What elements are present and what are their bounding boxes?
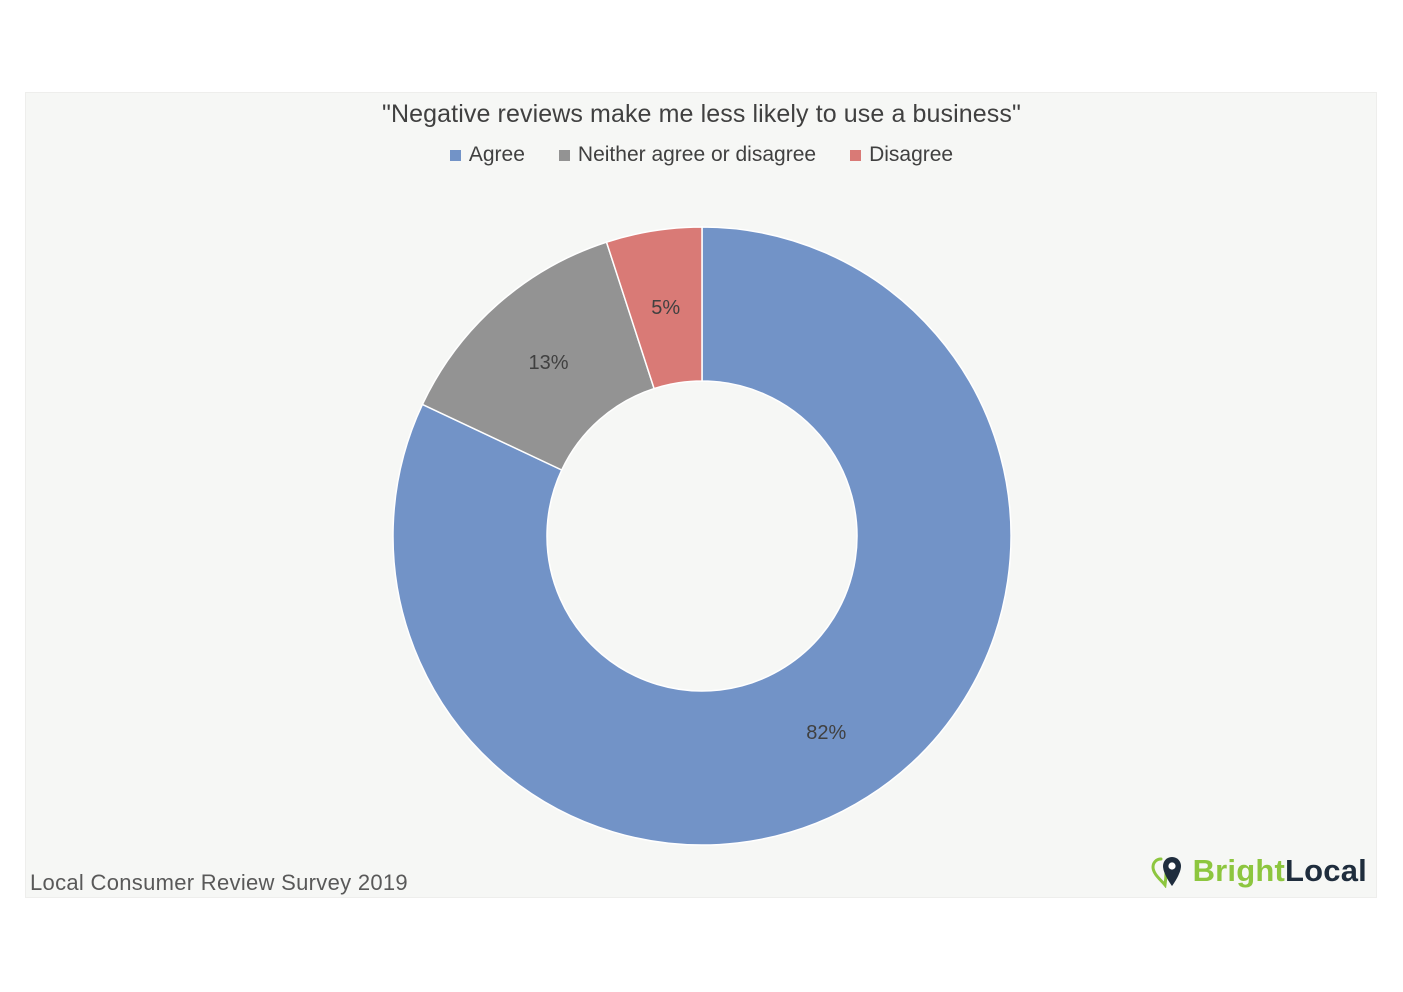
chart-title: "Negative reviews make me less likely to… (382, 100, 1021, 128)
donut-slice-labels: 82% 13% 5% (529, 297, 847, 744)
slice-label-neither: 13% (529, 352, 569, 374)
legend-swatch-neither (558, 149, 570, 161)
legend-label-agree: Agree (468, 143, 525, 166)
donut-slice-disagree (605, 226, 703, 390)
legend-label-neither: Neither agree or disagree (577, 143, 817, 166)
legend-label-disagree: Disagree (869, 143, 954, 166)
legend-item-agree: Agree (449, 143, 525, 167)
slice-label-disagree: 5% (651, 297, 680, 319)
chart-legend: Agree Neither agree or disagree Disagree (0, 143, 1403, 167)
donut-slice-neither (421, 241, 656, 472)
source-caption: Local Consumer Review Survey 2019 (30, 870, 408, 895)
legend-swatch-disagree (850, 149, 862, 161)
map-pin-heart-icon (1151, 857, 1181, 888)
donut-slice-agree (392, 226, 1012, 846)
legend-item-disagree: Disagree (850, 143, 953, 167)
brightlocal-logo: BrightLocal (1151, 853, 1367, 889)
brand-name-bright: Bright (1192, 853, 1286, 888)
brand-name-local: Local (1285, 853, 1367, 888)
slice-label-agree: 82% (806, 722, 846, 744)
donut-slices (392, 226, 1012, 846)
legend-item-neither: Neither agree or disagree (558, 143, 817, 167)
legend-swatch-agree (449, 149, 461, 161)
